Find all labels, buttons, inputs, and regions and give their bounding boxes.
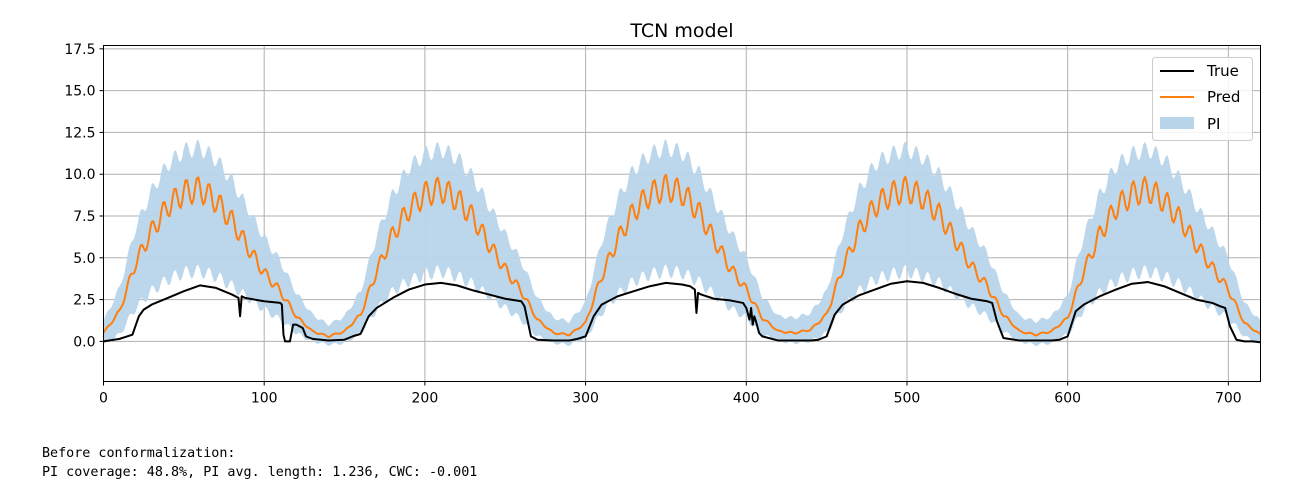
x-tick-label: 400 [733, 391, 760, 407]
legend-true-label: True [1206, 62, 1239, 80]
y-tick-label: 15.0 [64, 84, 95, 100]
pi-band [103, 139, 1261, 346]
plot-frame [103, 45, 1261, 382]
y-tick-label: 2.5 [73, 293, 95, 309]
legend-pred-label: Pred [1207, 88, 1240, 106]
y-tick-label: 0.0 [73, 334, 95, 350]
console-output: Before conformalization: PI coverage: 48.… [42, 444, 477, 482]
pred-series [102, 173, 1262, 339]
x-tick-label: 500 [894, 391, 921, 407]
chart-title: TCN model [629, 20, 733, 42]
console-line-1: Before conformalization: [42, 446, 236, 461]
x-axis: 0 100 200 300 400 500 600 700 [99, 381, 1242, 407]
x-tick-label: 0 [99, 391, 108, 407]
x-tick-label: 300 [572, 391, 599, 407]
x-tick-label: 600 [1054, 391, 1081, 407]
y-tick-label: 10.0 [64, 167, 95, 183]
y-tick-label: 12.5 [64, 125, 95, 141]
legend: True Pred PI [1152, 57, 1253, 141]
legend-pi-swatch [1160, 117, 1194, 129]
legend-pi-label: PI [1207, 115, 1220, 133]
x-tick-label: 200 [412, 391, 439, 407]
true-series [103, 280, 1261, 344]
console-line-2: PI coverage: 48.8%, PI avg. length: 1.23… [42, 465, 478, 480]
y-tick-label: 17.5 [64, 42, 95, 58]
pi-band-series [103, 139, 1261, 346]
y-tick-label: 7.5 [73, 209, 95, 225]
x-tick-label: 700 [1215, 391, 1242, 407]
y-tick-label: 5.0 [73, 251, 95, 267]
true-line [103, 280, 1261, 344]
x-tick-label: 100 [251, 391, 278, 407]
pred-line [102, 173, 1262, 339]
y-axis: 0.0 2.5 5.0 7.5 10.0 12.5 15.0 17.5 [64, 42, 104, 350]
